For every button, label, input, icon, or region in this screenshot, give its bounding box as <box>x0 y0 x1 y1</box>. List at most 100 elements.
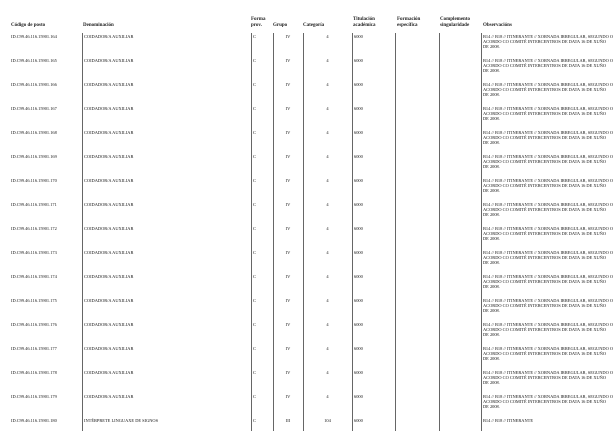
cell-observacions: B14 // B18 // ITINERANTE // XORNADA IRRE… <box>483 346 614 361</box>
table-row: ID.C99.46.116.15901.177 COIDADOR/A AUXILI… <box>0 345 615 369</box>
divider <box>395 33 396 431</box>
cell-denominacion: COIDADOR/A AUXILIAR <box>84 154 134 159</box>
cell-forma: C <box>253 58 256 63</box>
cell-titulacion: 6000 <box>354 106 363 111</box>
cell-forma: C <box>253 418 256 423</box>
cell-denominacion: COIDADOR/A AUXILIAR <box>84 322 134 327</box>
table-row: ID.C99.46.116.15901.174 COIDADOR/A AUXILI… <box>0 273 615 297</box>
cell-observacions: B14 // B18 // ITINERANTE // XORNADA IRRE… <box>483 34 614 49</box>
cell-titulacion: 6000 <box>354 82 363 87</box>
cell-categoria: 4 <box>326 322 329 327</box>
cell-categoria: 4 <box>326 130 329 135</box>
table-row: ID.C99.46.116.15901.175 COIDADOR/A AUXILI… <box>0 297 615 321</box>
cell-observacions: B14 // B18 // ITINERANTE // XORNADA IRRE… <box>483 106 614 121</box>
cell-denominacion: COIDADOR/A AUXILIAR <box>84 202 134 207</box>
cell-forma: C <box>253 250 256 255</box>
cell-codigo: ID.C99.46.116.15901.170 <box>11 178 57 183</box>
cell-denominacion: COIDADOR/A AUXILIAR <box>84 346 134 351</box>
cell-forma: C <box>253 106 256 111</box>
cell-codigo: ID.C99.46.116.15901.169 <box>11 154 57 159</box>
cell-forma: C <box>253 202 256 207</box>
cell-forma: C <box>253 370 256 375</box>
header-forma: Forma prov. <box>251 17 266 28</box>
cell-grupo: IV <box>285 82 291 87</box>
cell-titulacion: 6000 <box>354 178 363 183</box>
cell-titulacion: 6000 <box>354 58 363 63</box>
cell-grupo: IV <box>285 226 291 231</box>
cell-titulacion: 6000 <box>354 250 363 255</box>
cell-categoria: 104 <box>324 418 331 423</box>
header-categoria: Categoría <box>303 23 325 28</box>
cell-codigo: ID.C99.46.116.15901.173 <box>11 250 57 255</box>
cell-titulacion: 6000 <box>354 298 363 303</box>
table-row: ID.C99.46.116.15901.176 COIDADOR/A AUXILI… <box>0 321 615 345</box>
cell-observacions: B14 // B18 // ITINERANTE // XORNADA IRRE… <box>483 130 614 145</box>
cell-denominacion: COIDADOR/A AUXILIAR <box>84 250 134 255</box>
cell-denominacion: COIDADOR/A AUXILIAR <box>84 394 134 399</box>
table-row: ID.C99.46.116.15901.169 COIDADOR/A AUXILI… <box>0 153 615 177</box>
cell-grupo: IV <box>285 370 291 375</box>
cell-grupo: IV <box>285 250 291 255</box>
cell-titulacion: 6000 <box>354 370 363 375</box>
cell-categoria: 4 <box>326 58 329 63</box>
cell-forma: C <box>253 226 256 231</box>
cell-titulacion: 6000 <box>354 154 363 159</box>
cell-observacions: B14 // B18 // ITINERANTE // XORNADA IRRE… <box>483 202 614 217</box>
cell-forma: C <box>253 322 256 327</box>
cell-observacions: B14 // B18 // ITINERANTE // XORNADA IRRE… <box>483 274 614 289</box>
header-denominacion: Denominación <box>83 23 114 28</box>
cell-categoria: 4 <box>326 394 329 399</box>
cell-titulacion: 6000 <box>354 394 363 399</box>
header-observacions: Observacións <box>483 23 512 28</box>
divider <box>273 33 274 431</box>
table-row: ID.C99.46.116.15901.165 COIDADOR/A AUXILI… <box>0 57 615 81</box>
cell-grupo: IV <box>285 58 291 63</box>
cell-categoria: 4 <box>326 202 329 207</box>
cell-grupo: IV <box>285 322 291 327</box>
cell-forma: C <box>253 130 256 135</box>
divider <box>251 33 252 431</box>
cell-observacions: B14 // B18 // ITINERANTE // XORNADA IRRE… <box>483 322 614 337</box>
header-codigo: Código de posto <box>11 23 46 28</box>
table-row: ID.C99.46.116.15901.170 COIDADOR/A AUXILI… <box>0 177 615 201</box>
cell-grupo: IV <box>285 154 291 159</box>
cell-denominacion: COIDADOR/A AUXILIAR <box>84 58 134 63</box>
cell-observacions: B14 // B18 // ITINERANTE // XORNADA IRRE… <box>483 298 614 313</box>
cell-categoria: 4 <box>326 106 329 111</box>
cell-grupo: III <box>285 418 291 423</box>
cell-denominacion: COIDADOR/A AUXILIAR <box>84 106 134 111</box>
cell-grupo: IV <box>285 298 291 303</box>
cell-denominacion: COIDADOR/A AUXILIAR <box>84 274 134 279</box>
cell-observacions: B14 // B18 // ITINERANTE // XORNADA IRRE… <box>483 370 614 385</box>
cell-denominacion: COIDADOR/A AUXILIAR <box>84 130 134 135</box>
cell-forma: C <box>253 274 256 279</box>
cell-categoria: 4 <box>326 178 329 183</box>
cell-grupo: IV <box>285 178 291 183</box>
cell-titulacion: 6000 <box>354 322 363 327</box>
cell-forma: C <box>253 346 256 351</box>
cell-observacions: B14 // B18 // ITINERANTE <box>483 418 534 423</box>
table-row: ID.C99.46.116.15901.167 COIDADOR/A AUXILI… <box>0 105 615 129</box>
header-complemento: Complemento singularidade <box>440 17 470 28</box>
cell-denominacion: COIDADOR/A AUXILIAR <box>84 34 134 39</box>
cell-codigo: ID.C99.46.116.15901.178 <box>11 370 57 375</box>
cell-forma: C <box>253 154 256 159</box>
cell-observacions: B14 // B18 // ITINERANTE // XORNADA IRRE… <box>483 226 614 241</box>
cell-categoria: 4 <box>326 346 329 351</box>
cell-codigo: ID.C99.46.116.15901.168 <box>11 130 57 135</box>
cell-denominacion: COIDADOR/A AUXILIAR <box>84 370 134 375</box>
table-row: ID.C99.46.116.15901.178 COIDADOR/A AUXILI… <box>0 369 615 393</box>
cell-codigo: ID.C99.46.116.15901.166 <box>11 82 57 87</box>
cell-codigo: ID.C99.46.116.15901.179 <box>11 394 57 399</box>
cell-titulacion: 6000 <box>354 226 363 231</box>
table-row: ID.C99.46.116.15901.164 COIDADOR/A AUXILI… <box>0 33 615 57</box>
cell-grupo: IV <box>285 202 291 207</box>
cell-observacions: B14 // B18 // ITINERANTE // XORNADA IRRE… <box>483 82 614 97</box>
cell-denominacion: COIDADOR/A AUXILIAR <box>84 82 134 87</box>
cell-codigo: ID.C99.46.116.15901.174 <box>11 274 57 279</box>
cell-codigo: ID.C99.46.116.15901.177 <box>11 346 57 351</box>
cell-forma: C <box>253 298 256 303</box>
cell-categoria: 4 <box>326 154 329 159</box>
cell-grupo: IV <box>285 394 291 399</box>
cell-titulacion: 6000 <box>354 418 363 423</box>
